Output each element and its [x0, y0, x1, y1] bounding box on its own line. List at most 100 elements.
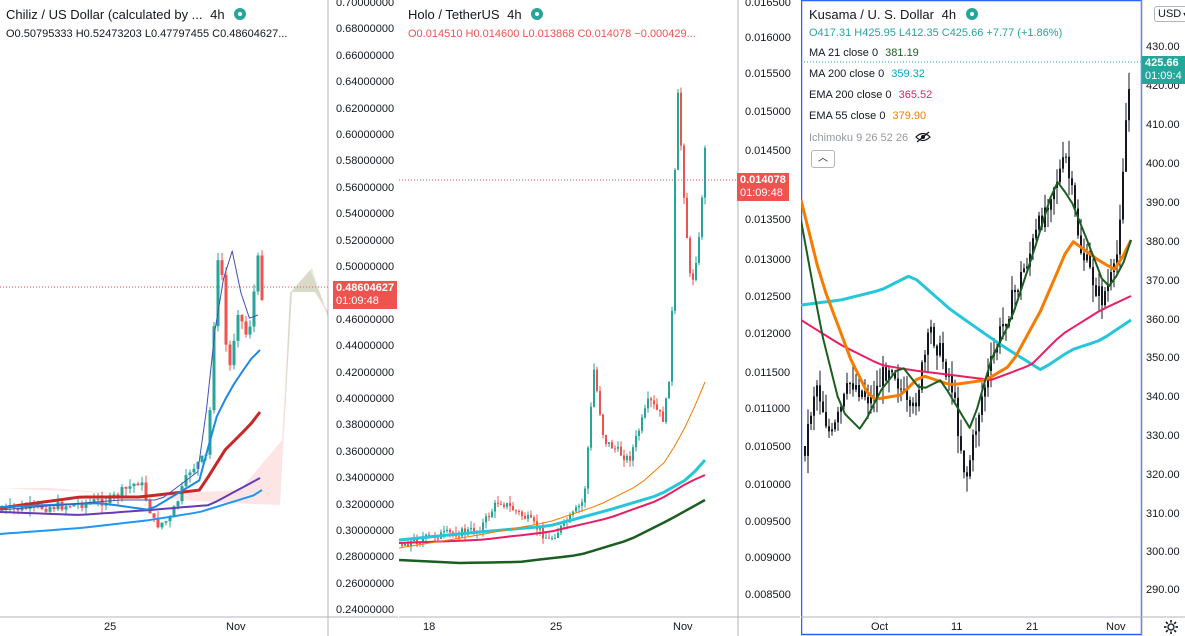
price-tick-label: 0.013500 — [745, 214, 791, 226]
time-label: 18 — [423, 621, 436, 633]
candle-body — [852, 383, 854, 390]
holo-chart-canvas[interactable] — [399, 0, 800, 636]
candle-body — [100, 499, 104, 506]
price-tick-label: 300.00 — [1146, 546, 1180, 558]
candle-body — [674, 169, 676, 311]
candle-body — [554, 538, 556, 540]
candle-body — [647, 398, 649, 409]
indicator-label: EMA 200 close 0 — [809, 89, 892, 101]
market-status-icon — [965, 8, 978, 20]
candle-body — [491, 511, 493, 518]
indicator-ma200[interactable]: MA 200 close 0 359.32 — [809, 68, 925, 80]
collapse-legend-button[interactable]: ︿ — [811, 150, 835, 168]
price-tick-label: 0.42000000 — [336, 366, 395, 379]
chart-pane-kusama[interactable]: Kusama / U. S. Dollar 4h O417.31 H425.95… — [801, 0, 1185, 636]
candle-body — [683, 145, 685, 198]
indicator-label: EMA 55 close 0 — [809, 110, 886, 122]
indicator-ma21[interactable]: MA 21 close 0 381.19 — [809, 47, 919, 59]
indicator-ema55[interactable]: EMA 55 close 0 379.90 — [809, 110, 926, 122]
candle-body — [659, 409, 661, 412]
candle-body — [969, 460, 971, 477]
candle-body — [512, 505, 514, 511]
currency-select[interactable]: USD▾ — [1154, 6, 1185, 22]
chiliz-chart-canvas[interactable] — [0, 0, 398, 636]
candle-body — [524, 515, 526, 519]
symbol-label: Chiliz / US Dollar (calculated by ... — [6, 7, 203, 22]
candle-body — [813, 396, 815, 416]
candle-body — [849, 383, 851, 385]
candle-body — [136, 483, 140, 486]
candle-body — [220, 260, 224, 275]
candle-body — [156, 517, 160, 528]
price-tick-label: 0.26000000 — [336, 577, 395, 590]
candle-body — [602, 414, 604, 436]
candle-body — [704, 147, 706, 198]
candle-body — [942, 343, 944, 362]
candle-body — [608, 442, 610, 444]
candle-body — [533, 517, 535, 522]
indicator-ichimoku[interactable]: Ichimoku 9 26 52 26 — [809, 131, 931, 144]
candle-body — [240, 314, 244, 322]
candle-body — [804, 446, 806, 456]
candle-body — [176, 501, 180, 507]
settings-gear-icon[interactable] — [1163, 619, 1179, 635]
last-price: 425.66 — [1145, 57, 1179, 69]
currency-label: USD — [1158, 8, 1182, 20]
chart-pane-chiliz[interactable]: Chiliz / US Dollar (calculated by ... 4h… — [0, 0, 398, 636]
eye-hidden-icon[interactable] — [915, 131, 931, 143]
candle-body — [831, 429, 833, 432]
candle-body — [48, 507, 52, 512]
ohlc-low: L0.013868 — [522, 28, 575, 40]
interval-label: 4h — [941, 7, 957, 22]
candle-body — [590, 406, 592, 448]
candle-body — [671, 310, 673, 382]
price-tick-label: 0.28000000 — [336, 551, 395, 564]
candle-body — [180, 486, 184, 502]
price-tick-label: 0.011000 — [745, 403, 791, 415]
price-tick-label: 0.46000000 — [336, 313, 395, 326]
candle-body — [96, 499, 100, 501]
candle-body — [909, 399, 911, 407]
kusama-chart-canvas[interactable] — [801, 0, 1185, 636]
candle-body — [897, 378, 899, 389]
indicator-label: MA 200 close 0 — [809, 68, 885, 80]
indicator-ema200[interactable]: EMA 200 close 0 365.52 — [809, 89, 932, 101]
candle-body — [260, 255, 264, 300]
candle-body — [1122, 171, 1124, 220]
price-tick-label: 370.00 — [1146, 275, 1180, 287]
candle-body — [876, 385, 878, 400]
chart-pane-holo[interactable]: Holo / TetherUS 4h O0.014510 H0.014600 L… — [399, 0, 800, 636]
candle-body — [1014, 290, 1016, 293]
price-tick-label: 0.44000000 — [336, 340, 395, 353]
candle-body — [60, 501, 64, 510]
price-tick-label: 0.012500 — [745, 291, 791, 303]
chevron-up-icon: ︿ — [818, 153, 828, 164]
candle-body — [596, 369, 598, 391]
candle-body — [1026, 266, 1028, 269]
interval-label: 4h — [210, 7, 225, 22]
candle-body — [575, 507, 577, 512]
price-tick-label: 330.00 — [1146, 430, 1180, 442]
candle-body — [632, 447, 634, 461]
candle-body — [1074, 185, 1076, 209]
candle-body — [248, 326, 252, 335]
candle-body — [452, 532, 454, 534]
price-tick-label: 0.60000000 — [336, 129, 395, 141]
candle-body — [837, 411, 839, 423]
candle-body — [1038, 215, 1040, 230]
candle-body — [864, 390, 866, 398]
ema55-line — [0, 411, 262, 510]
candle-body — [807, 423, 809, 456]
candle-body — [1125, 120, 1127, 172]
time-label: 21 — [1026, 621, 1039, 633]
candle-body — [500, 503, 502, 505]
price-tick-label: 0.58000000 — [336, 155, 395, 168]
price-tick-label: 0.36000000 — [336, 445, 395, 458]
ohlc-high: H0.52473203 — [75, 28, 142, 40]
candle-body — [840, 406, 842, 412]
candle-body — [530, 514, 532, 518]
candle-body — [888, 370, 890, 381]
candle-body — [24, 505, 28, 509]
candle-body — [407, 543, 409, 547]
candle-body — [52, 507, 56, 510]
